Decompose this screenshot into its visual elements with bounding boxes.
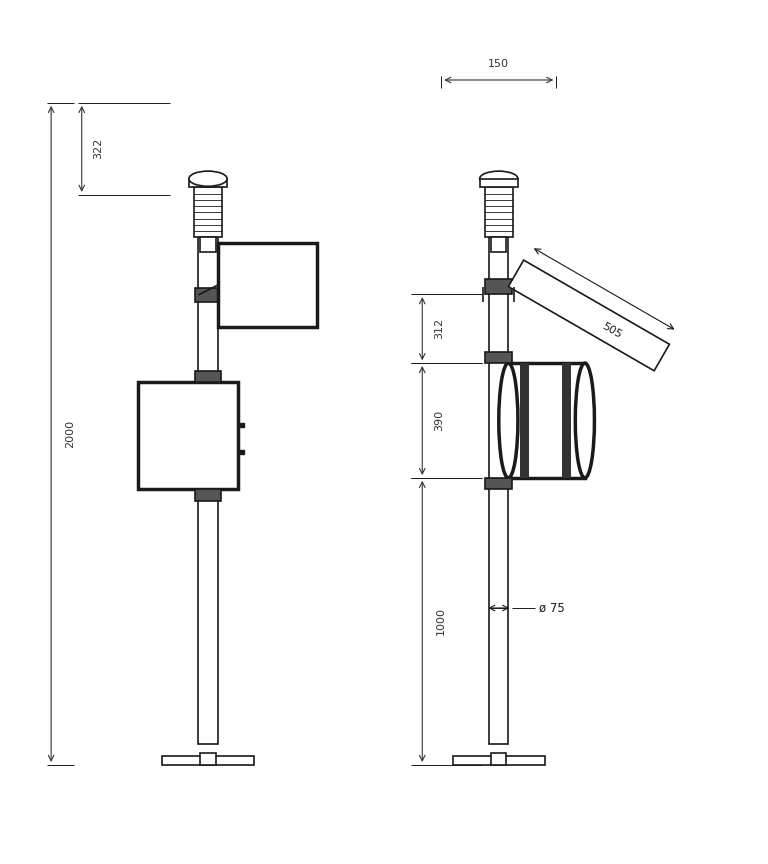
Bar xyxy=(491,237,506,252)
Bar xyxy=(189,179,227,187)
Bar xyxy=(162,756,254,765)
Bar xyxy=(485,187,512,237)
Bar xyxy=(198,237,217,744)
Bar xyxy=(485,478,512,489)
Text: ø 75: ø 75 xyxy=(539,601,564,614)
Bar xyxy=(194,489,221,501)
Bar xyxy=(562,363,571,478)
Text: 390: 390 xyxy=(434,410,444,431)
Text: 312: 312 xyxy=(434,318,444,340)
Bar xyxy=(194,371,221,382)
Bar xyxy=(485,279,512,295)
Bar xyxy=(480,179,518,187)
Ellipse shape xyxy=(480,171,518,187)
Text: 150: 150 xyxy=(488,59,509,68)
Bar xyxy=(453,756,545,765)
Bar xyxy=(138,382,238,489)
Bar xyxy=(508,363,585,478)
Text: 2000: 2000 xyxy=(65,420,75,448)
Text: 1000: 1000 xyxy=(436,607,446,635)
Ellipse shape xyxy=(575,363,594,478)
Ellipse shape xyxy=(498,363,518,478)
Bar xyxy=(520,363,529,478)
Text: 505: 505 xyxy=(601,321,624,340)
Bar xyxy=(200,753,216,765)
Bar xyxy=(200,237,216,252)
Bar xyxy=(489,237,508,744)
Text: 322: 322 xyxy=(93,138,103,160)
Bar xyxy=(491,753,506,765)
Bar xyxy=(485,352,512,363)
Bar xyxy=(194,288,221,302)
Bar xyxy=(194,187,222,237)
Ellipse shape xyxy=(189,171,227,187)
Bar xyxy=(217,243,317,327)
Polygon shape xyxy=(508,260,670,371)
